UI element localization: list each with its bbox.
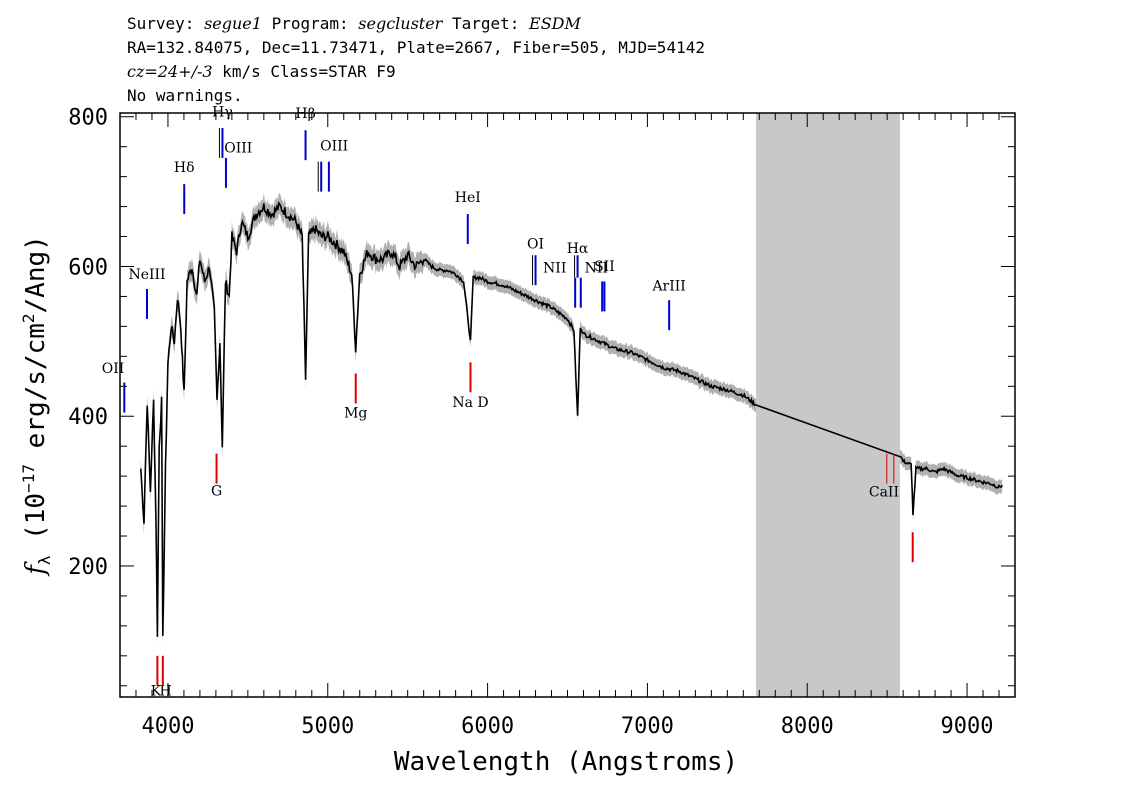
error-band-blue bbox=[140, 192, 757, 648]
header-line-2: RA=132.84075, Dec=11.73471, Plate=2667, … bbox=[127, 38, 705, 57]
masked-region-layer bbox=[756, 113, 900, 697]
header-line-4: No warnings. bbox=[127, 86, 243, 105]
x-tick-label: 9000 bbox=[941, 714, 994, 739]
emission-label-6: OIII bbox=[320, 138, 348, 154]
caii-label: CaII bbox=[869, 484, 899, 500]
target-value: ESDM bbox=[529, 14, 581, 33]
emission-label-1: NeIII bbox=[128, 267, 165, 283]
target-label: Target: bbox=[442, 14, 530, 33]
header-line-3: cz=24+/-3 km/s Class=STAR F9 bbox=[127, 62, 396, 82]
y-tick-label: 800 bbox=[68, 106, 108, 131]
y-label-post: /Ang) bbox=[21, 235, 51, 313]
program-label: Program: bbox=[261, 14, 359, 33]
absorption-label-4: Na D bbox=[452, 395, 488, 411]
header-line-1: Survey: segue1 Program: segcluster Targe… bbox=[127, 14, 581, 34]
y-label-pre: (10 bbox=[21, 493, 51, 556]
y-label-exp1: −17 bbox=[19, 464, 38, 493]
x-tick-label: 7000 bbox=[621, 714, 674, 739]
absorption-label-0: K bbox=[151, 684, 162, 700]
y-tick-label: 600 bbox=[68, 255, 108, 280]
emission-label-4: OIII bbox=[224, 141, 252, 157]
redshift-value: cz=24+/-3 bbox=[127, 62, 213, 81]
emission-label-11: Hα bbox=[567, 241, 589, 257]
emission-label-10: NII bbox=[543, 260, 566, 276]
emission-label-8: HeI bbox=[455, 190, 481, 206]
axis-ticks-layer: 4000 5000 6000 7000 8000 9000 200 400 600 800 bbox=[68, 106, 1015, 739]
program-value: segcluster bbox=[358, 14, 443, 33]
y-tick-label: 200 bbox=[68, 555, 108, 580]
emission-label-2: Hδ bbox=[174, 160, 195, 176]
y-label-sub: λ bbox=[35, 555, 54, 565]
emission-label-15: ArIII bbox=[651, 278, 685, 294]
spectrum-line bbox=[140, 200, 1003, 637]
y-axis-label: fλ (10−17 erg/s/cm2/Ang) bbox=[19, 235, 54, 577]
survey-value: segue1 bbox=[204, 14, 262, 33]
x-axis-label: Wavelength (Angstroms) bbox=[394, 747, 738, 777]
emission-label-13: NII bbox=[585, 260, 608, 276]
x-tick-label: 5000 bbox=[301, 714, 354, 739]
spectrum-layer bbox=[140, 200, 1003, 637]
y-label-exp2: 2 bbox=[19, 313, 38, 323]
emission-label-5: Hβ bbox=[295, 106, 315, 122]
emission-label-0: OII bbox=[102, 361, 125, 377]
masked-region bbox=[756, 113, 900, 697]
emission-label-9: OI bbox=[527, 237, 544, 253]
y-label-mid: erg/s/cm bbox=[21, 323, 51, 464]
class-text: km/s Class=STAR F9 bbox=[212, 62, 396, 81]
x-tick-label: 4000 bbox=[141, 714, 194, 739]
x-tick-label: 8000 bbox=[781, 714, 834, 739]
absorption-label-2: G bbox=[211, 484, 222, 500]
emission-label-14: SII bbox=[594, 259, 615, 275]
y-tick-label: 400 bbox=[68, 405, 108, 430]
absorption-label-3: Mg bbox=[344, 406, 367, 422]
absorption-label-1: H bbox=[159, 684, 171, 700]
survey-label: Survey: bbox=[127, 14, 205, 33]
x-tick-label: 6000 bbox=[461, 714, 514, 739]
